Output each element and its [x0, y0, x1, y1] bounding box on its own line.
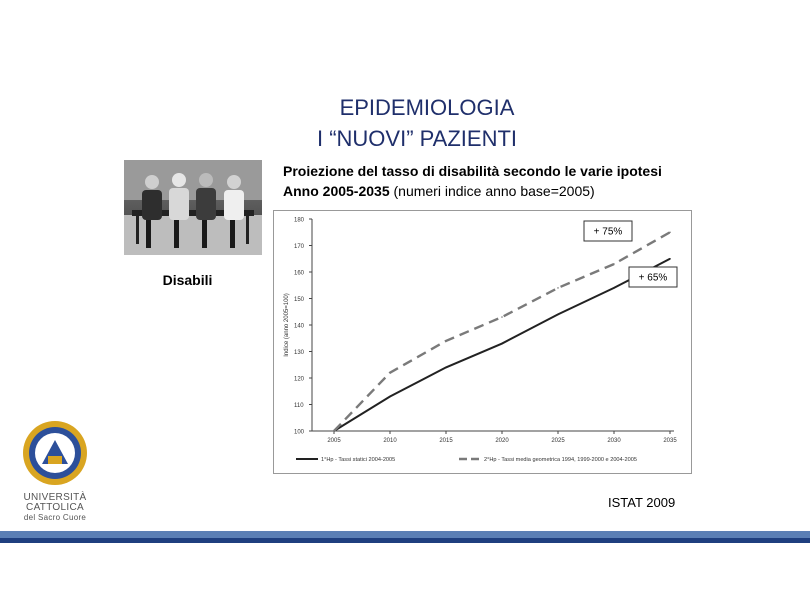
series-1-point [613, 287, 615, 289]
y-tick-label: 180 [294, 218, 305, 224]
y-tick-label: 120 [294, 377, 305, 383]
source-label: ISTAT 2009 [608, 495, 676, 510]
slide-title-line2: I “NUOVI” PAZIENTI [316, 126, 518, 151]
series-2-point [501, 316, 503, 318]
series-line-1 [333, 257, 671, 432]
y-tick-label: 100 [294, 430, 305, 436]
series-line-2 [333, 231, 671, 432]
x-tick-label: 2005 [327, 438, 341, 444]
y-tick-label: 170 [294, 244, 305, 250]
annotation-box-1 [583, 220, 633, 242]
disability-projection-chart: 100 110 120 130 140 150 160 170 180 2005 2010 2015 2… [273, 210, 692, 474]
chart-svg: 100 110 120 130 140 150 160 170 180 2005 2010 2015 2… [284, 218, 678, 463]
university-name-line3: del Sacro Cuore [23, 513, 87, 522]
x-tick-label: 2025 [551, 438, 565, 444]
y-tick-label: 130 [294, 350, 305, 356]
university-name: UNIVERSITÀ CATTOLICA del Sacro Cuore [20, 493, 90, 523]
series-2-point [669, 231, 671, 234]
footer-band-dark [0, 538, 810, 543]
university-seal-icon [23, 421, 87, 485]
annotation-label-2: + 65% [639, 273, 668, 284]
series-1-point [501, 342, 503, 345]
slide-title-line1: EPIDEMIOLOGIA [339, 95, 515, 120]
y-tick-label: 160 [294, 271, 305, 277]
photo-caption: Disabili [162, 272, 213, 288]
footer-band-light [0, 531, 810, 538]
elderly-people-photo [124, 160, 262, 255]
y-tick-label: 110 [294, 403, 304, 409]
university-name-line1: UNIVERSITÀ [23, 492, 87, 503]
y-tick-label: 140 [294, 324, 305, 330]
x-tick-label: 2010 [383, 438, 397, 444]
y-axis-label: Indice (anno 2005=100) [284, 293, 290, 357]
chart-subtitle-line1: Proiezione del tasso di disabilità secon… [283, 163, 662, 179]
series-2-point [557, 287, 559, 289]
chart-subtitle-line2: Anno 2005-2035 (numeri indice anno base=… [283, 181, 595, 201]
annotation-label-1: + 75% [594, 227, 623, 238]
series-1-point [669, 257, 671, 260]
series-2-point [613, 263, 615, 265]
x-tick-label: 2020 [495, 438, 509, 444]
university-name-line2: CATTOLICA [26, 502, 84, 513]
series-1-point [445, 366, 447, 369]
series-2-point [445, 340, 447, 342]
series-2-point [389, 371, 391, 374]
series-2-point [333, 430, 335, 432]
annotation-box-2 [628, 266, 678, 288]
legend-label-2: 2°Hp - Tassi media geometrica 1994, 1999… [484, 457, 637, 463]
photo-illustration [124, 160, 262, 255]
x-tick-label: 2015 [439, 438, 453, 444]
series-1-point [389, 395, 391, 398]
chart-subtitle-note: (numeri indice anno base=2005) [389, 183, 595, 199]
x-tick-label: 2030 [607, 438, 621, 444]
y-tick-label: 150 [294, 297, 305, 303]
chart-subtitle-years: Anno 2005-2035 [283, 183, 390, 199]
legend-label-1: 1°Hp - Tassi statici 2004-2005 [321, 457, 395, 463]
x-tick-label: 2035 [663, 438, 677, 444]
series-1-point [557, 313, 559, 316]
